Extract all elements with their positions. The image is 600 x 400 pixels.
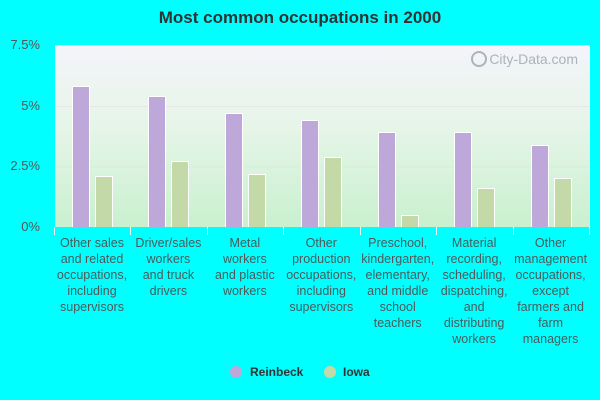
watermark-text: City-Data.com (489, 51, 578, 67)
watermark: City-Data.com (471, 51, 578, 67)
y-tick-label: 7.5% (10, 37, 40, 52)
x-tick-label: Driver/sales workers and truck drivers (135, 236, 202, 298)
legend-iowa-swatch (324, 366, 336, 378)
gridline-7-5 (55, 45, 590, 46)
legend-iowa-label: Iowa (343, 365, 370, 379)
x-tick (54, 227, 55, 235)
x-tick (512, 227, 514, 235)
bar-iowa[interactable] (247, 173, 266, 227)
bar-reinbeck[interactable] (148, 95, 167, 227)
y-tick-label: 0% (21, 219, 40, 234)
x-tick (130, 227, 132, 235)
x-tick (359, 227, 361, 235)
x-axis (54, 227, 590, 237)
x-tick-label: Other production occupations, including supe… (286, 236, 357, 314)
magnifier-chart-icon (471, 51, 488, 67)
y-tick-label: 5% (21, 97, 40, 113)
gridline-2-5 (55, 167, 590, 168)
bar-iowa[interactable] (95, 176, 113, 227)
x-tick (283, 227, 285, 235)
bar-reinbeck[interactable] (377, 132, 396, 227)
bar-reinbeck[interactable] (301, 120, 320, 227)
bar-iowa[interactable] (477, 188, 496, 227)
x-tick-label: Preschool, kindergarten, elementary, and mi… (361, 236, 435, 330)
bar-reinbeck[interactable] (454, 132, 473, 227)
chart-title: Most common occupations in 2000 (158, 8, 442, 27)
x-tick-label: Other sales and related occupations, includ… (56, 236, 128, 314)
bar-reinbeck[interactable] (72, 86, 90, 227)
x-tick (589, 227, 590, 235)
bar-iowa[interactable] (400, 214, 419, 227)
x-tick-label: Material recording, scheduling, dispatching… (440, 236, 508, 346)
bar-reinbeck[interactable] (224, 112, 243, 227)
legend: Reinbeck Iowa (0, 364, 600, 382)
bar-iowa[interactable] (171, 161, 190, 227)
x-tick (436, 227, 438, 235)
x-tick (206, 227, 208, 235)
x-tick-label: Other management occupations, except farmers… (514, 236, 588, 346)
gridline-5 (55, 106, 590, 107)
legend-reinbeck-swatch (230, 366, 242, 378)
legend-reinbeck-label: Reinbeck (250, 365, 304, 379)
x-tick-label: Metal workers and plastic workers (214, 236, 275, 298)
bar-iowa[interactable] (553, 178, 572, 227)
bar-reinbeck[interactable] (530, 144, 549, 227)
plot-area: City-Data.com (55, 45, 590, 227)
y-tick-label: 2.5% (10, 158, 40, 174)
bar-iowa[interactable] (324, 156, 343, 227)
